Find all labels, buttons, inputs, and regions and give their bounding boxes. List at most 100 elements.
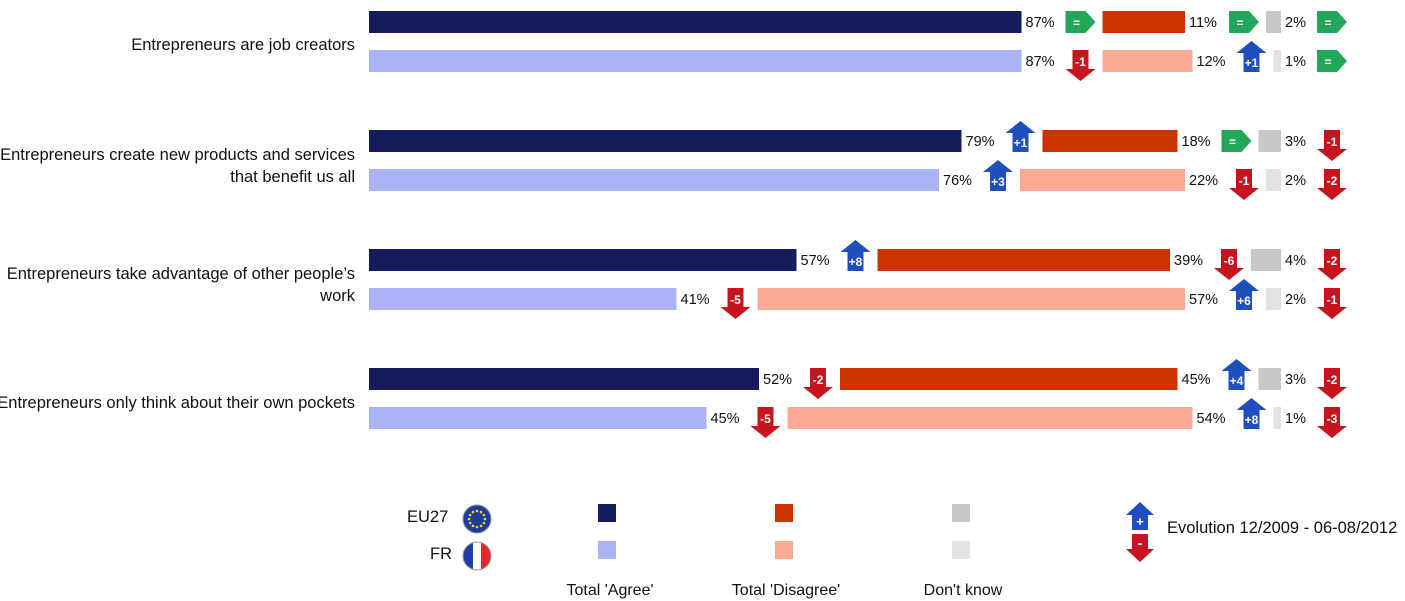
bar-agree-fr-row1 (369, 50, 1022, 72)
legend-fr-dontknow-swatch (952, 541, 970, 559)
statement-label-4: Entrepreneurs only think about their own… (0, 394, 355, 412)
label-agree-fr-row1: 87% (1026, 54, 1055, 70)
label-disagree-eu27-row2: 18% (1182, 134, 1211, 150)
svg-text:-5: -5 (760, 412, 771, 426)
bar-disagree-eu27-row3 (877, 249, 1170, 271)
svg-text:+8: +8 (849, 255, 863, 269)
bar-disagree-eu27-row4 (840, 368, 1178, 390)
svg-text:=: = (1324, 16, 1331, 30)
evolution-dontknow-eu27-row3: -2 (1317, 249, 1347, 280)
svg-text:-6: -6 (1224, 254, 1235, 268)
label-dontknow-fr-row2: 2% (1285, 173, 1306, 189)
evolution-agree-eu27-row4: -2 (803, 368, 833, 399)
label-dontknow-fr-row4: 1% (1285, 411, 1306, 427)
label-agree-eu27-row3: 57% (801, 253, 830, 269)
svg-text:-3: -3 (1327, 412, 1338, 426)
label-disagree-fr-row4: 54% (1197, 411, 1226, 427)
svg-text:+4: +4 (1230, 374, 1244, 388)
evolution-disagree-fr-row4: +8 (1236, 398, 1267, 429)
label-dontknow-fr-row3: 2% (1285, 292, 1306, 308)
legend-eu27-label: EU27 (407, 508, 449, 526)
legend-eu27-agree-swatch (598, 504, 616, 522)
bar-dontknow-eu27-row4 (1258, 368, 1281, 390)
svg-text:=: = (1073, 16, 1080, 30)
legend-disagree-label: Total 'Disagree' (731, 582, 841, 599)
evolution-disagree-fr-row1: +1 (1236, 41, 1267, 72)
bar-disagree-eu27-row1 (1102, 11, 1185, 33)
evolution-disagree-fr-row2: -1 (1229, 169, 1259, 200)
bar-agree-eu27-row1 (369, 11, 1022, 33)
evolution-disagree-eu27-row2: = (1221, 130, 1252, 152)
svg-text:+1: +1 (1014, 136, 1028, 150)
svg-text:=: = (1324, 55, 1331, 69)
label-dontknow-eu27-row1: 2% (1285, 15, 1306, 31)
bar-disagree-fr-row3 (757, 288, 1185, 310)
evolution-dontknow-fr-row2: -2 (1317, 169, 1347, 200)
bar-dontknow-fr-row1 (1273, 50, 1281, 72)
legend-eu27-dontknow-swatch (952, 504, 970, 522)
label-dontknow-eu27-row3: 4% (1285, 253, 1306, 269)
bar-dontknow-fr-row2 (1266, 169, 1281, 191)
svg-text:+6: +6 (1237, 294, 1251, 308)
bar-dontknow-eu27-row3 (1251, 249, 1281, 271)
legend-fr-agree-swatch (598, 541, 616, 559)
label-disagree-fr-row1: 12% (1197, 54, 1226, 70)
statement-label-3: Entrepreneurs take advantage of other pe… (6, 265, 355, 305)
legend-down-symbol: - (1138, 535, 1143, 551)
svg-text:-2: -2 (1327, 373, 1338, 387)
legend-up-symbol: + (1136, 514, 1144, 529)
label-disagree-fr-row2: 22% (1189, 173, 1218, 189)
evolution-disagree-eu27-row3: -6 (1214, 249, 1244, 280)
label-agree-eu27-row1: 87% (1026, 15, 1055, 31)
evolution-agree-eu27-row1: = (1065, 11, 1096, 33)
eu-flag-icon (462, 504, 492, 534)
label-disagree-eu27-row3: 39% (1174, 253, 1203, 269)
evolution-dontknow-eu27-row4: -2 (1317, 368, 1347, 399)
evolution-agree-eu27-row3: +8 (840, 240, 871, 271)
svg-text:=: = (1229, 135, 1236, 149)
bar-agree-eu27-row4 (369, 368, 759, 390)
svg-text:-2: -2 (1327, 174, 1338, 188)
label-agree-fr-row4: 45% (711, 411, 740, 427)
bar-dontknow-fr-row4 (1273, 407, 1281, 429)
svg-text:+1: +1 (1245, 56, 1259, 70)
evolution-agree-fr-row3: -5 (720, 288, 751, 319)
evolution-agree-eu27-row2: +1 (1005, 121, 1036, 152)
bar-agree-fr-row3 (369, 288, 677, 310)
svg-text:-2: -2 (1327, 254, 1338, 268)
bar-disagree-fr-row2 (1020, 169, 1185, 191)
svg-text:-1: -1 (1327, 293, 1338, 307)
bar-disagree-eu27-row2 (1042, 130, 1178, 152)
bar-disagree-fr-row1 (1102, 50, 1193, 72)
label-disagree-fr-row3: 57% (1189, 292, 1218, 308)
svg-text:+3: +3 (991, 175, 1005, 189)
legend-dontknow-label: Don't know (923, 582, 1003, 599)
label-agree-eu27-row2: 79% (966, 134, 995, 150)
label-agree-fr-row3: 41% (681, 292, 710, 308)
svg-text:-1: -1 (1075, 55, 1086, 69)
statement-label-1: Entrepreneurs are job creators (131, 36, 355, 54)
arrow-up-icon: + (1126, 502, 1154, 530)
svg-text:-1: -1 (1239, 174, 1250, 188)
evolution-label: Evolution 12/2009 - 06-08/2012 (1167, 519, 1398, 537)
label-agree-fr-row2: 76% (943, 173, 972, 189)
label-disagree-eu27-row1: 11% (1189, 15, 1217, 31)
bar-disagree-fr-row4 (787, 407, 1193, 429)
label-dontknow-eu27-row2: 3% (1285, 134, 1306, 150)
bar-agree-eu27-row3 (369, 249, 797, 271)
bar-dontknow-fr-row3 (1266, 288, 1281, 310)
svg-text:+8: +8 (1245, 413, 1259, 427)
bar-dontknow-eu27-row2 (1258, 130, 1281, 152)
svg-text:-5: -5 (730, 293, 741, 307)
label-agree-eu27-row4: 52% (763, 372, 792, 388)
evolution-dontknow-fr-row4: -3 (1317, 407, 1347, 438)
legend-agree-label: Total 'Agree' (566, 582, 654, 599)
fr-flag-icon (462, 541, 492, 571)
evolution-dontknow-fr-row1: = (1317, 50, 1347, 72)
bar-agree-fr-row2 (369, 169, 939, 191)
bar-dontknow-eu27-row1 (1266, 11, 1281, 33)
legend-fr-disagree-swatch (775, 541, 793, 559)
legend-eu27-disagree-swatch (775, 504, 793, 522)
evolution-disagree-eu27-row1: = (1229, 11, 1259, 33)
